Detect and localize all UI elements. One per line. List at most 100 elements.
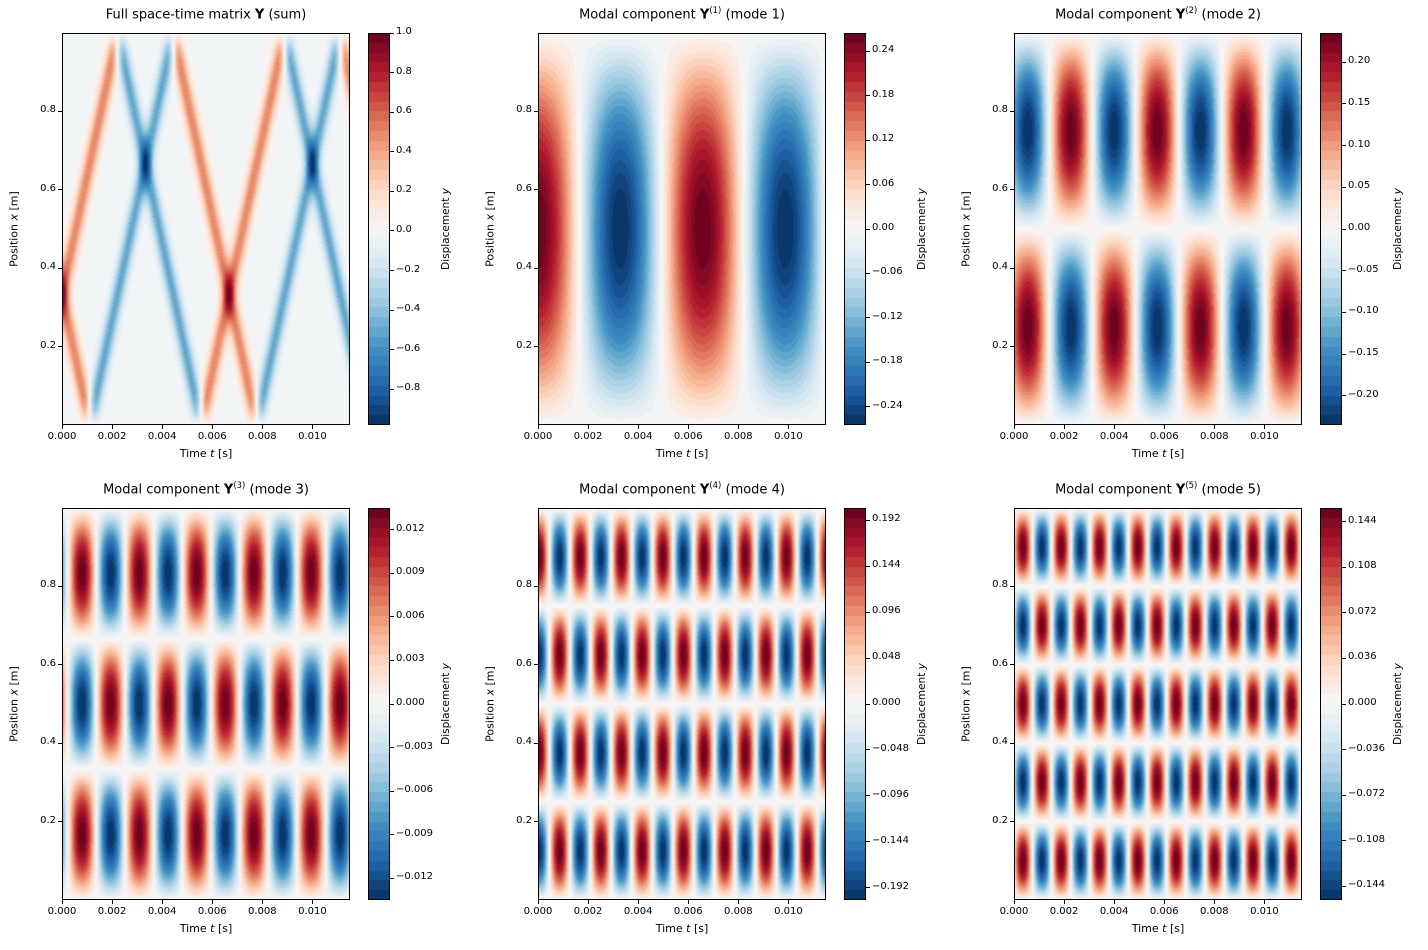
- y-tick-label: 0.8: [992, 579, 1008, 591]
- title-superscript: (2): [1185, 6, 1198, 16]
- y-tick-mark: [534, 346, 538, 348]
- y-tick-label: 0.6: [992, 657, 1008, 669]
- colorbar-label: Displacement y: [1392, 188, 1404, 270]
- x-tick-mark: [161, 900, 163, 904]
- y-label-text: Position: [959, 695, 973, 742]
- colorbar-tick-label: 0.06: [872, 177, 895, 189]
- title-text: Modal component: [1055, 482, 1176, 498]
- y-tick-mark: [1010, 742, 1014, 744]
- y-tick-mark: [58, 346, 62, 348]
- y-tick-label: 0.2: [40, 814, 56, 826]
- x-label-symbol: t: [686, 447, 691, 460]
- y-tick-mark: [58, 664, 62, 666]
- x-tick-mark: [1263, 900, 1265, 904]
- colorbar-tick-mark: [866, 795, 870, 797]
- x-tick-mark: [1163, 900, 1165, 904]
- colorbar-tick-mark: [390, 270, 394, 272]
- y-axis-label: Position x [m]: [484, 666, 497, 742]
- subplot-mode-2: Modal component Y(2) (mode 2) Time t [s]…: [952, 0, 1428, 475]
- colorbar-tick-label: 0.003: [396, 653, 425, 665]
- colorbar-tick-label: −0.192: [872, 880, 910, 892]
- colorbar-tick-mark: [390, 659, 394, 661]
- x-tick-label: 0.000: [523, 431, 553, 442]
- heatmap-canvas: [1014, 508, 1302, 900]
- colorbar-tick-mark: [390, 388, 394, 390]
- colorbar-tick-label: 0.000: [872, 697, 901, 708]
- cb-label-text: Displacement: [440, 669, 452, 745]
- subplot-title: Modal component Y(5) (mode 5): [1014, 481, 1302, 497]
- colorbar-tick-label: 0.072: [1348, 605, 1377, 617]
- colorbar-canvas: [1320, 33, 1342, 425]
- colorbar-tick-mark: [866, 887, 870, 889]
- y-tick-mark: [534, 267, 538, 269]
- y-tick-label: 0.8: [40, 579, 56, 591]
- x-tick-label: 0.006: [673, 906, 703, 917]
- x-tick-label: 0.002: [573, 906, 603, 917]
- x-tick-mark: [1213, 425, 1215, 429]
- colorbar-tick-mark: [390, 790, 394, 792]
- y-label-unit: [m]: [483, 666, 497, 689]
- y-tick-label: 0.2: [992, 814, 1008, 826]
- colorbar-tick-label: 0.096: [872, 605, 901, 617]
- title-text: Full space-time matrix: [105, 7, 255, 23]
- x-label-unit: [s]: [690, 922, 709, 935]
- colorbar-tick-label: −0.8: [396, 382, 421, 394]
- y-tick-mark: [1010, 189, 1014, 191]
- colorbar-tick-mark: [1342, 61, 1346, 63]
- colorbar-tick-mark: [1342, 657, 1346, 659]
- heatmap-canvas: [62, 508, 350, 900]
- colorbar-label: Displacement y: [1392, 663, 1404, 745]
- y-tick-label: 0.6: [40, 182, 56, 194]
- y-label-symbol: x: [483, 688, 497, 696]
- y-tick-mark: [58, 821, 62, 823]
- y-tick-mark: [1010, 664, 1014, 666]
- colorbar-tick-label: −0.4: [396, 303, 421, 315]
- x-label-unit: [s]: [690, 447, 709, 460]
- colorbar-tick-mark: [390, 190, 394, 192]
- title-superscript: (4): [709, 481, 722, 491]
- y-tick-label: 0.4: [992, 736, 1008, 748]
- colorbar-tick-mark: [1342, 353, 1346, 355]
- colorbar-tick-mark: [390, 616, 394, 618]
- subplot-mode-1: Modal component Y(1) (mode 1) Time t [s]…: [476, 0, 952, 475]
- colorbar-tick-mark: [390, 151, 394, 153]
- x-tick-label: 0.004: [147, 431, 177, 442]
- y-tick-label: 0.4: [40, 736, 56, 748]
- x-tick-label: 0.010: [774, 431, 803, 442]
- colorbar-tick-label: −0.036: [1348, 742, 1386, 754]
- subplot-mode-5: Modal component Y(5) (mode 5) Time t [s]…: [952, 475, 1428, 950]
- colorbar-tick-mark: [390, 572, 394, 574]
- subplot-title: Modal component Y(4) (mode 4): [538, 481, 826, 497]
- colorbar-tick-label: 1.0: [396, 26, 412, 37]
- x-tick-label: 0.000: [999, 431, 1029, 442]
- colorbar-tick-label: 0.8: [396, 65, 412, 77]
- x-tick-mark: [211, 425, 213, 429]
- colorbar-tick-label: 0.144: [1348, 514, 1377, 526]
- x-tick-mark: [737, 425, 739, 429]
- colorbar-tick-mark: [866, 841, 870, 843]
- y-tick-label: 0.2: [40, 339, 56, 351]
- colorbar-tick-mark: [1342, 270, 1346, 272]
- colorbar-tick-mark: [390, 111, 394, 113]
- colorbar-tick-mark: [390, 349, 394, 351]
- colorbar-tick-label: 0.000: [1348, 697, 1377, 708]
- colorbar-tick-label: 0.006: [396, 609, 425, 621]
- x-tick-mark: [587, 900, 589, 904]
- x-tick-mark: [1113, 425, 1115, 429]
- y-axis-label: Position x [m]: [960, 666, 973, 742]
- x-tick-mark: [111, 900, 113, 904]
- y-tick-mark: [1010, 585, 1014, 587]
- colorbar-tick-label: 0.10: [1348, 138, 1371, 150]
- y-tick-mark: [58, 267, 62, 269]
- x-tick-label: 0.008: [724, 431, 753, 442]
- colorbar-tick-label: −0.12: [872, 310, 903, 322]
- heatmap-canvas: [1014, 33, 1302, 425]
- title-bold-Y: Y: [254, 7, 265, 23]
- x-tick-label: 0.010: [1250, 906, 1279, 917]
- title-text: Modal component: [103, 482, 224, 498]
- x-tick-mark: [161, 425, 163, 429]
- cb-label-symbol: y: [440, 188, 452, 195]
- y-tick-label: 0.6: [516, 657, 532, 669]
- colorbar-tick-label: −0.2: [396, 263, 421, 275]
- y-label-symbol: x: [7, 213, 21, 221]
